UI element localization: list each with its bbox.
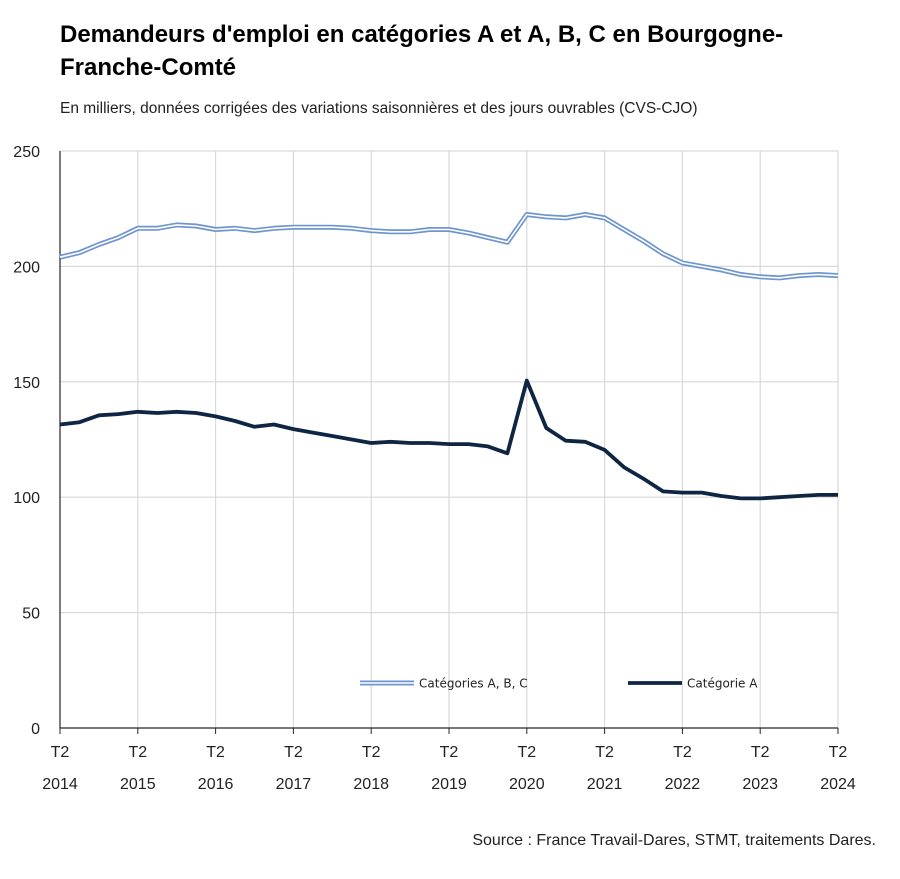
- x-tick-label: 2018: [353, 776, 389, 793]
- legend-label: Catégories A, B, C: [419, 677, 528, 691]
- series-line-abc-inner: [59, 213, 839, 279]
- y-tick-label: 100: [13, 490, 40, 507]
- x-tick-label: 2022: [665, 776, 701, 793]
- x-tick-label: T2: [751, 744, 770, 761]
- y-tick-label: 250: [13, 144, 40, 161]
- chart-subtitle: En milliers, données corrigées des varia…: [60, 100, 698, 117]
- series-1: [59, 212, 839, 281]
- x-tick-label: 2014: [42, 776, 78, 793]
- x-tick-label: T2: [51, 744, 70, 761]
- x-tick-label: T2: [284, 744, 303, 761]
- x-tick-label: T2: [206, 744, 225, 761]
- legend-item: Catégories A, B, C: [360, 677, 528, 691]
- legend-label: Catégorie A: [687, 677, 758, 691]
- x-tick-label: T2: [362, 744, 381, 761]
- x-tick-label: 2017: [276, 776, 312, 793]
- legend-item: Catégorie A: [628, 677, 758, 691]
- grid-layer: [60, 150, 839, 728]
- x-tick-label: 2021: [587, 776, 623, 793]
- y-tick-label: 200: [13, 259, 40, 276]
- x-tick-label: T2: [673, 744, 692, 761]
- x-tick-label: 2019: [431, 776, 467, 793]
- y-tick-label: 0: [31, 721, 40, 738]
- x-tick-label: 2015: [120, 776, 156, 793]
- x-tick-label: T2: [829, 744, 848, 761]
- y-tick-label: 50: [22, 606, 40, 623]
- source-note: Source : France Travail-Dares, STMT, tra…: [472, 832, 876, 849]
- x-tick-label: 2020: [509, 776, 545, 793]
- x-tick-label: T2: [517, 744, 536, 761]
- x-tick-label: 2023: [742, 776, 778, 793]
- x-tick-label: T2: [595, 744, 614, 761]
- x-tick-label: 2024: [820, 776, 856, 793]
- series-layer: [59, 212, 839, 501]
- chart-title: Demandeurs d'emploi en catégories A et A…: [60, 21, 784, 81]
- x-tick-label: T2: [440, 744, 459, 761]
- x-tick-label: T2: [128, 744, 147, 761]
- legend: Catégories A, B, C Catégorie A: [360, 677, 758, 691]
- series-2: [59, 378, 838, 501]
- axis-layer: 0 50 100 150 200 250 T2 2014 T2 2015 T2 2016 T2 2017 T…: [13, 144, 856, 793]
- series-line-a: [59, 378, 838, 501]
- x-tick-label: 2016: [198, 776, 234, 793]
- y-tick-label: 150: [13, 375, 40, 392]
